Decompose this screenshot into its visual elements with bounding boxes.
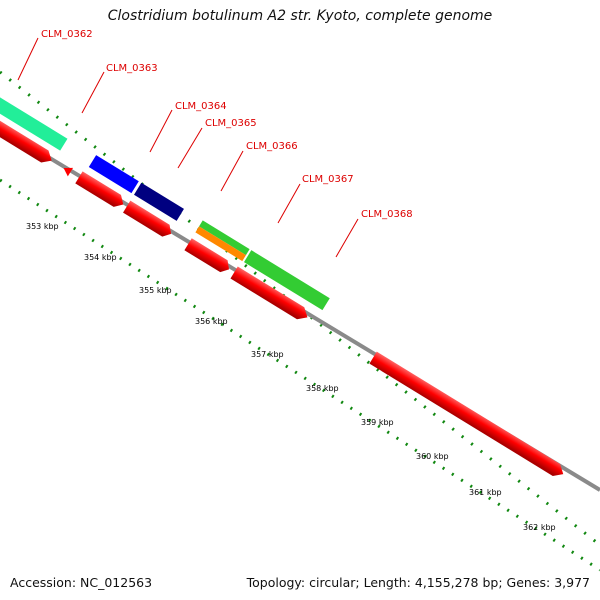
kbp-label-361: 361 kbp: [469, 488, 502, 497]
cds-feature-7[interactable]: [230, 266, 311, 324]
gene-label-clm0363: CLM_0363: [106, 63, 158, 74]
kbp-label-356: 356 kbp: [195, 317, 228, 326]
cds-feature-6[interactable]: [184, 238, 232, 275]
accession-text: Accession: NC_012563: [10, 575, 153, 590]
kbp-label-354: 354 kbp: [84, 253, 117, 262]
cds-feature-3[interactable]: [61, 164, 74, 177]
gene-label-clm0362: CLM_0362: [41, 29, 93, 40]
gene-feature-clm0363[interactable]: [0, 90, 68, 151]
kbp-label-362: 362 kbp: [523, 523, 556, 532]
gene-label-clm0368: CLM_0368: [361, 209, 413, 220]
gene-feature-clm0365[interactable]: [134, 182, 184, 221]
kbp-label-358: 358 kbp: [306, 384, 339, 393]
kbp-label-357: 357 kbp: [251, 350, 284, 359]
gene-feature-clm0368[interactable]: [244, 250, 330, 311]
gene-feature-clm0367-orange[interactable]: [195, 226, 246, 262]
gene-feature-clm0364[interactable]: [88, 155, 139, 194]
gene-label-clm0366: CLM_0366: [246, 141, 298, 152]
inner-tick-ring: [0, 178, 600, 572]
kbp-label-360: 360 kbp: [416, 452, 449, 461]
gene-label-clm0367: CLM_0367: [302, 174, 354, 185]
gene-label-clm0365: CLM_0365: [205, 118, 257, 129]
outer-tick-ring: [0, 70, 600, 547]
kbp-label-355: 355 kbp: [139, 286, 172, 295]
gene-label-clm0364: CLM_0364: [175, 101, 227, 112]
gene-feature-clm0367[interactable]: [199, 220, 250, 256]
callout-lines: [17, 37, 359, 258]
cds-feature-5[interactable]: [123, 200, 175, 240]
cds-feature-2[interactable]: [0, 107, 55, 167]
cds-feature-4[interactable]: [75, 171, 127, 210]
map-title: Clostridium botulinum A2 str. Kyoto, com…: [107, 8, 493, 24]
cds-feature-8[interactable]: [369, 351, 566, 480]
kbp-label-359: 359 kbp: [361, 418, 394, 427]
genome-summary-text: Topology: circular; Length: 4,155,278 bp…: [246, 575, 590, 590]
kbp-label-353: 353 kbp: [26, 222, 59, 231]
